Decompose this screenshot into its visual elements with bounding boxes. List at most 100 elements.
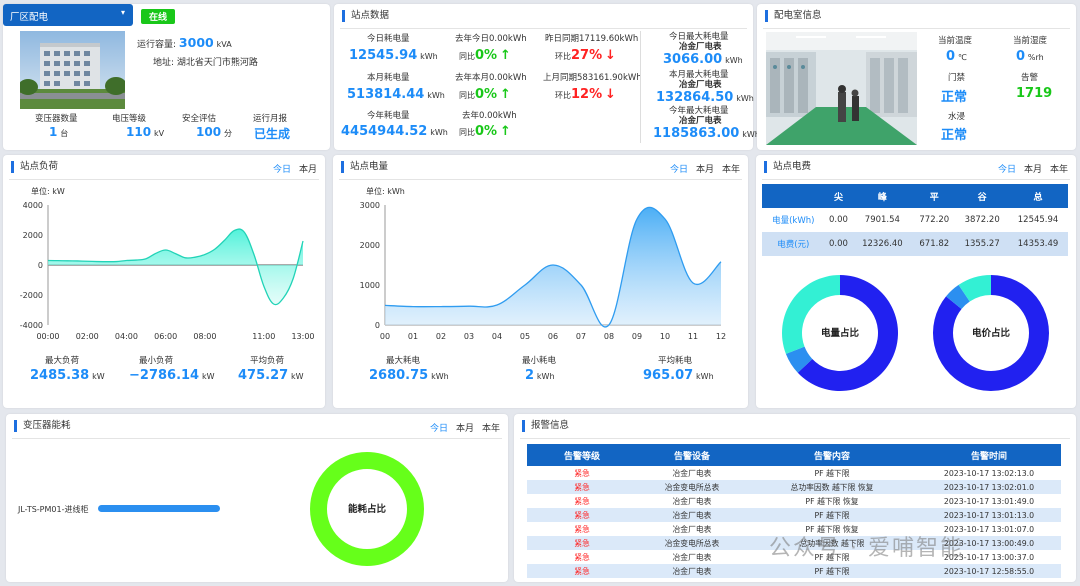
tab-today[interactable]: 今日 [272,165,291,175]
donut-center-label: 能耗占比 [348,503,387,515]
temp-value: 0 [946,49,956,64]
site-stat-value: 1 台 [49,125,68,139]
donut-slice [782,275,840,354]
tab-year[interactable]: 本年 [721,165,740,175]
transformer-item-label: JL-TS-PM01-进线柜 [18,505,89,514]
status-badge: 在线 [141,9,176,24]
down-arrow-icon: ↓ [605,87,616,102]
site-panel: 厂区配电 ▾ 在线 运行容量: 3000 kVA 地址: 湖北省天门市熊河 [3,4,330,150]
donut-slice [958,275,991,302]
table-row[interactable]: 紧急 冶金变电所总表 总功率因数 越下限 恢复 2023-10-17 13:02:01… [527,480,1061,494]
capacity-label: 运行容量: [137,40,177,50]
table-row[interactable]: 紧急 冶金厂电表 PF 越下限 恢复 2023-10-17 13:01:07.0 [527,522,1061,536]
site-stat-label: 变压器数量 [35,114,78,124]
yoy-value: 0% [475,87,498,102]
tab-year[interactable]: 本年 [481,424,500,434]
panel-title: 变压器能耗 [14,420,71,432]
temp-row: 0 ℃ [946,49,967,64]
tab-today[interactable]: 今日 [997,165,1016,175]
alarm-value: 1719 [1016,86,1053,101]
unit: kW [201,372,215,381]
table-cell: 14353.49 [1017,239,1059,249]
door-label: 门禁 [948,73,966,83]
min-load-row: −2786.14 kW [129,368,215,383]
stat-unit: kV [153,129,165,138]
table-row[interactable]: 紧急 冶金厂电表 PF 越下限 2023-10-17 13:01:13.0 [527,508,1061,522]
table-cell: 冶金厂电表 [672,552,712,562]
site-select[interactable]: 厂区配电 ▾ [3,4,133,26]
panel-title: 站点负荷 [11,161,58,173]
load-area [48,229,303,305]
tab-group: 今日 本月 本年 [998,162,1068,175]
up-arrow-icon: ↑ [499,87,511,102]
min-load-label: 最小负荷 [139,356,174,366]
avg-energy-label: 平均耗电 [658,356,693,366]
table-cell: 7901.54 [864,215,900,225]
table-row[interactable]: 紧急 冶金厂电表 PF 越下限 恢复 2023-10-17 13:01:49.0 [527,494,1061,508]
site-stat-value: 100 分 [196,125,232,139]
row-name: 电量(kWh) [772,216,815,226]
min-energy-label: 最小耗电 [522,356,557,366]
mom-row: 环比12% ↓ [555,87,616,102]
panel-title: 站点电费 [764,161,811,173]
table-row[interactable]: 紧急 冶金厂电表 PF 越下限 2023-10-17 13:00:37.0 [527,550,1061,564]
year-value-row: 4454944.52 kWh [341,124,448,139]
table-cell: 0.00 [829,215,848,225]
table-row[interactable]: 紧急 冶金厂电表 PF 越下限 2023-10-17 12:58:55.0 [527,564,1061,578]
capacity-value: 3000 [178,35,214,50]
mom-row: 环比27% ↓ [555,48,616,63]
table-row[interactable]: 紧急 冶金厂电表 PF 越下限 2023-10-17 13:02:13.0 [527,466,1061,480]
x-tick-label: 07 [576,332,586,341]
avg-energy-value: 965.07 [643,368,694,383]
table-cell: 2023-10-17 13:01:13.0 [943,510,1035,520]
station-data-panel: 站点数据 今日耗电量 12545.94 kWh 本月耗电量 513814.44 … [334,4,760,150]
capacity-unit: kVA [216,40,232,49]
tab-year[interactable]: 本年 [1049,165,1068,175]
table-row: 电量(kWh) 0.00 7901.54 772.20 3872.20 12545.94 [762,208,1068,232]
stat-number: 110 [126,125,152,139]
alarm-label: 告警 [1021,73,1039,83]
mom-label: 环比 [555,52,571,61]
table-cell: 1355.27 [964,239,1000,249]
y-tick-label: -4000 [20,321,43,330]
table-cell: 总功率因数 越下限 恢复 [790,482,874,492]
site-stat-value[interactable]: 已生成 [254,125,290,142]
table-row[interactable]: 紧急 冶金变电所总表 总功率因数 越下限 2023-10-17 13:00:49.0 [527,536,1061,550]
max-today-sub: 冶金厂电表 [679,42,722,52]
alarm-level: 紧急 [574,566,590,576]
max-year-row: 1185863.00 kWh [653,126,760,141]
tab-today[interactable]: 今日 [429,424,448,434]
table-cell: 2023-10-17 13:00:37.0 [943,552,1035,562]
x-tick-label: 01 [408,332,418,341]
max-load-value: 2485.38 [30,368,90,383]
x-tick-label: 00:00 [36,332,59,341]
divider [640,31,641,143]
y-tick-label: 2000 [360,241,380,250]
tab-month[interactable]: 本月 [695,165,714,175]
table-cell: 冶金厂电表 [672,496,712,506]
x-tick-label: 09 [632,332,642,341]
stat-number: 1 [49,125,58,139]
tab-month[interactable]: 本月 [298,165,317,175]
yoy-row: 同比0% ↑ [459,124,511,139]
tab-month[interactable]: 本月 [455,424,474,434]
unit: %rh [1027,53,1044,62]
max-today-row: 3066.00 kWh [663,52,743,67]
today-label: 今日耗电量 [367,34,410,44]
tab-month[interactable]: 本月 [1023,165,1042,175]
month-value-row: 513814.44 kWh [347,87,445,102]
avg-load-row: 475.27 kW [238,368,304,383]
x-tick-label: 08:00 [193,332,216,341]
x-tick-label: 05 [520,332,530,341]
year-label: 今年耗电量 [367,111,410,121]
tab-today[interactable]: 今日 [669,165,688,175]
yoy-value: 0% [475,48,498,63]
alarm-level: 紧急 [574,552,590,562]
max-year-label: 今年最大耗电量 [669,106,729,116]
table-row: 电费(元) 0.00 12326.40 671.82 1355.27 14353.49 [762,232,1068,256]
column-header: 谷 [956,184,1009,208]
unit: kWh [736,94,754,103]
unit: kWh [420,52,438,61]
y-tick-label: 0 [375,321,380,330]
avg-energy-row: 965.07 kWh [643,368,714,383]
